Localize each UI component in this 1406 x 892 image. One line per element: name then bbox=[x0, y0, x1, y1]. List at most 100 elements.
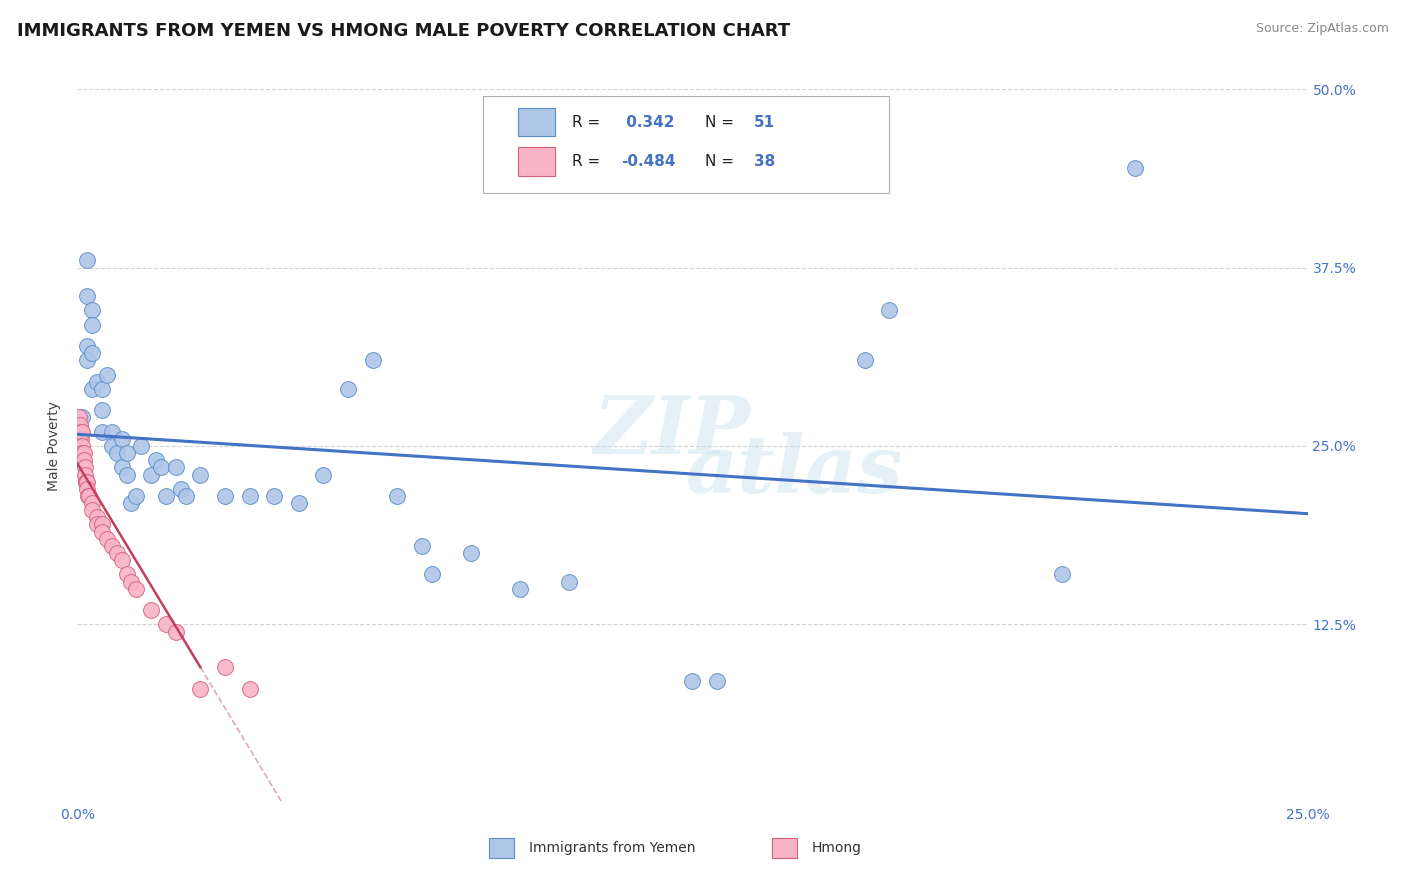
Text: R =: R = bbox=[572, 114, 600, 129]
Point bbox=[558, 574, 581, 589]
Point bbox=[90, 403, 114, 417]
Point bbox=[72, 453, 94, 467]
Point bbox=[70, 446, 93, 460]
Text: Source: ZipAtlas.com: Source: ZipAtlas.com bbox=[1256, 22, 1389, 36]
Point bbox=[129, 439, 153, 453]
Point bbox=[411, 539, 433, 553]
Point bbox=[141, 603, 163, 617]
Point bbox=[111, 432, 132, 446]
Point bbox=[75, 475, 97, 489]
Point bbox=[125, 582, 148, 596]
FancyBboxPatch shape bbox=[772, 838, 797, 858]
Point bbox=[214, 489, 236, 503]
Point bbox=[76, 475, 98, 489]
Point bbox=[1050, 567, 1073, 582]
Point bbox=[73, 453, 96, 467]
Point bbox=[121, 574, 143, 589]
Point bbox=[706, 674, 728, 689]
Point bbox=[75, 467, 97, 482]
FancyBboxPatch shape bbox=[489, 838, 515, 858]
Text: 51: 51 bbox=[754, 114, 775, 129]
Text: Hmong: Hmong bbox=[811, 841, 862, 855]
Point bbox=[115, 567, 138, 582]
Point bbox=[70, 439, 93, 453]
Point bbox=[90, 425, 114, 439]
Text: -0.484: -0.484 bbox=[621, 154, 676, 169]
Point bbox=[86, 375, 108, 389]
Point bbox=[105, 546, 128, 560]
Point bbox=[76, 339, 98, 353]
Point bbox=[82, 496, 104, 510]
Point bbox=[150, 460, 173, 475]
Text: IMMIGRANTS FROM YEMEN VS HMONG MALE POVERTY CORRELATION CHART: IMMIGRANTS FROM YEMEN VS HMONG MALE POVE… bbox=[17, 22, 790, 40]
Point bbox=[174, 489, 197, 503]
Point bbox=[82, 318, 104, 332]
Point bbox=[879, 303, 901, 318]
Point bbox=[188, 467, 212, 482]
Point bbox=[1125, 161, 1147, 175]
Point bbox=[90, 524, 114, 539]
Point bbox=[70, 432, 93, 446]
Point bbox=[101, 425, 124, 439]
Point bbox=[239, 489, 262, 503]
Point bbox=[69, 432, 91, 446]
Point bbox=[165, 460, 187, 475]
Point bbox=[361, 353, 384, 368]
Text: Immigrants from Yemen: Immigrants from Yemen bbox=[529, 841, 696, 855]
Point bbox=[76, 253, 98, 268]
Point bbox=[188, 681, 212, 696]
Text: R =: R = bbox=[572, 154, 600, 169]
Text: 38: 38 bbox=[754, 154, 775, 169]
Point bbox=[145, 453, 167, 467]
Point bbox=[90, 517, 114, 532]
Point bbox=[125, 489, 148, 503]
Point bbox=[73, 460, 96, 475]
Point bbox=[96, 368, 118, 382]
Point bbox=[67, 410, 90, 425]
Point bbox=[288, 496, 311, 510]
Point bbox=[86, 510, 108, 524]
Text: N =: N = bbox=[704, 114, 734, 129]
FancyBboxPatch shape bbox=[484, 96, 890, 193]
Point bbox=[853, 353, 876, 368]
Point bbox=[682, 674, 704, 689]
Point bbox=[82, 382, 104, 396]
Point bbox=[239, 681, 262, 696]
Point bbox=[82, 303, 104, 318]
Point bbox=[77, 489, 100, 503]
Point bbox=[96, 532, 118, 546]
Point bbox=[70, 410, 93, 425]
Point bbox=[77, 489, 100, 503]
Point bbox=[155, 617, 177, 632]
Point bbox=[170, 482, 193, 496]
Point bbox=[312, 467, 335, 482]
Text: N =: N = bbox=[704, 154, 734, 169]
Point bbox=[337, 382, 360, 396]
Point bbox=[75, 475, 97, 489]
Point bbox=[76, 482, 98, 496]
Point bbox=[460, 546, 482, 560]
Point bbox=[385, 489, 409, 503]
Point bbox=[73, 446, 96, 460]
Point bbox=[101, 539, 124, 553]
Point bbox=[69, 425, 91, 439]
Point bbox=[69, 417, 91, 432]
Point bbox=[101, 439, 124, 453]
Point bbox=[111, 553, 132, 567]
Point bbox=[214, 660, 236, 674]
FancyBboxPatch shape bbox=[517, 147, 555, 176]
Y-axis label: Male Poverty: Male Poverty bbox=[48, 401, 62, 491]
Point bbox=[76, 353, 98, 368]
Point bbox=[105, 446, 128, 460]
Point bbox=[115, 467, 138, 482]
FancyBboxPatch shape bbox=[517, 108, 555, 136]
Point bbox=[70, 425, 93, 439]
Point bbox=[509, 582, 531, 596]
Point bbox=[90, 382, 114, 396]
Point bbox=[111, 460, 132, 475]
Point bbox=[121, 496, 143, 510]
Text: 0.342: 0.342 bbox=[621, 114, 675, 129]
Point bbox=[82, 346, 104, 360]
Point bbox=[82, 503, 104, 517]
Point bbox=[141, 467, 163, 482]
